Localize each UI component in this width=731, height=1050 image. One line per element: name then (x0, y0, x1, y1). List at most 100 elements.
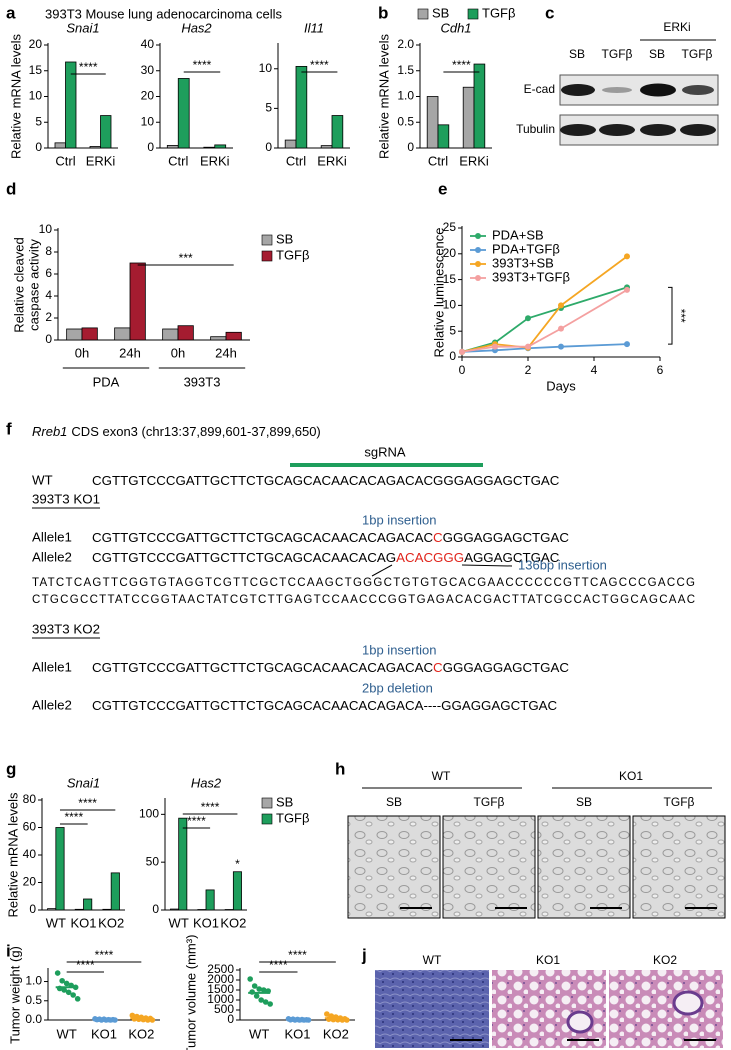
note: 1bp insertion (362, 642, 436, 657)
y-tick-label: 0 (449, 349, 456, 363)
y-tick-label: 5 (449, 323, 456, 337)
bar (166, 145, 179, 149)
blot (559, 74, 719, 146)
y-tick-label: 40 (141, 37, 155, 51)
y-axis-label: Tumor weight (g) (7, 946, 22, 1044)
significance-label: *** (674, 309, 688, 323)
y-tick-label: 1.0 (25, 974, 42, 988)
genotype-label: KO1 (536, 953, 560, 967)
group-label: PDA (93, 374, 120, 389)
line (461, 286, 628, 353)
bar (129, 262, 146, 341)
point (262, 999, 269, 1005)
x-tick-label: KO1 (193, 915, 219, 930)
y-tick-label: 5 (265, 101, 272, 115)
point (63, 980, 70, 987)
legend-label: SB (276, 231, 293, 246)
panel-label: g (6, 759, 16, 778)
y-tick-label: 0 (227, 1012, 234, 1026)
y-tick-label: 1.0 (397, 89, 414, 103)
x-tick-label: KO2 (98, 915, 124, 930)
bar (66, 328, 83, 341)
bar (331, 115, 344, 149)
point (267, 1001, 273, 1007)
sequence-title-text: CDS exon3 (chr13:37,899,601-37,899,650) (71, 424, 320, 439)
y-tick-label: 20 (29, 37, 43, 51)
legend-swatch (261, 250, 273, 262)
chart-title: Il11 (304, 20, 324, 35)
bar (225, 331, 242, 341)
bar (89, 146, 101, 149)
sequence-segment: CGTTGTCCCGATTGCTTCTGCAGCACAACACAGACAC (92, 530, 433, 545)
point (525, 315, 531, 322)
sequence-segment: CGTTGTCCCGATTGCTTCTGCAGCACAACACAGACACGGG… (92, 473, 560, 488)
significance-label: **** (193, 58, 212, 72)
genotype-label: KO1 (619, 769, 643, 783)
note: 2bp deletion (362, 680, 433, 695)
sequence: CGTTGTCCCGATTGCTTCTGCAGCACAACACAGACACCGG… (92, 530, 569, 545)
legend-swatch (467, 8, 479, 20)
header: 393T3 Mouse lung adenocarcinoma cells (45, 6, 283, 21)
sequence: CGTTGTCCCGATTGCTTCTGCAGCACAACACAGACACGGG… (92, 473, 560, 488)
genotype-label: WT (432, 769, 451, 783)
y-tick-label: 10 (259, 61, 273, 75)
x-tick-label: WT (169, 915, 189, 930)
bar (81, 327, 98, 341)
sequence: CGTTGTCCCGATTGCTTCTGCAGCACAACACAGACACCGG… (92, 660, 569, 675)
sequence-segment: ACACGGG (396, 550, 464, 565)
y-axis-label: Relative mRNA levels (5, 792, 20, 917)
y-tick-label: 20 (443, 246, 457, 260)
x-tick-label: 2 (525, 363, 532, 377)
x-tick-label: Ctrl (428, 153, 448, 168)
bar (473, 63, 486, 149)
protein-label: E-cad (524, 82, 555, 96)
legend-label: TGFβ (482, 5, 515, 20)
bar (83, 898, 93, 911)
bar (55, 827, 65, 911)
y-tick-label: 4 (45, 288, 52, 302)
significance-label: **** (64, 810, 83, 824)
allele-label: Allele1 (32, 530, 72, 545)
legend-label: 393T3+SB (492, 255, 554, 270)
y-axis-label: caspase activity (26, 239, 41, 331)
lane-label: TGFβ (682, 47, 713, 61)
genotype-label: KO2 (653, 953, 677, 967)
significance-label: **** (79, 60, 98, 74)
bar (170, 908, 180, 911)
lane-label: TGFβ (602, 47, 633, 61)
x-tick-label: KO1 (284, 1026, 310, 1041)
y-tick-label: 0 (29, 902, 36, 916)
y-tick-label: 0.0 (25, 1012, 42, 1026)
allele-label: Allele1 (32, 660, 72, 675)
allele-label: Allele2 (32, 698, 72, 713)
point (74, 996, 81, 1002)
x-tick-label: Ctrl (286, 153, 306, 168)
legend-marker (475, 247, 481, 253)
x-tick-label: KO1 (70, 915, 96, 930)
point (525, 343, 531, 350)
bar (54, 142, 66, 149)
y-tick-label: 30 (141, 63, 155, 77)
x-tick-label: ERKi (317, 153, 347, 168)
gene-name: Rreb1 (32, 424, 67, 439)
bar (110, 872, 120, 911)
panel-label: i (6, 941, 11, 960)
y-tick-label: 500 (214, 1002, 234, 1016)
point (247, 976, 253, 982)
y-tick-label: 10 (29, 89, 43, 103)
legend-label: SB (276, 794, 293, 809)
point (492, 343, 498, 350)
bar (65, 61, 77, 149)
allele-label: Allele2 (32, 550, 72, 565)
y-axis-label: Relative cleaved (11, 237, 26, 332)
y-tick-label: 0 (152, 902, 159, 916)
bar (102, 908, 112, 911)
y-axis-label: Tumor volume (mm³) (183, 935, 198, 1050)
y-tick-label: 1500 (207, 982, 234, 996)
y-axis-label: Relative mRNA levels (376, 34, 391, 159)
y-tick-label: 10 (443, 298, 457, 312)
y-tick-label: 2 (45, 310, 52, 324)
bar (210, 336, 227, 341)
x-tick-label: ERKi (200, 153, 230, 168)
